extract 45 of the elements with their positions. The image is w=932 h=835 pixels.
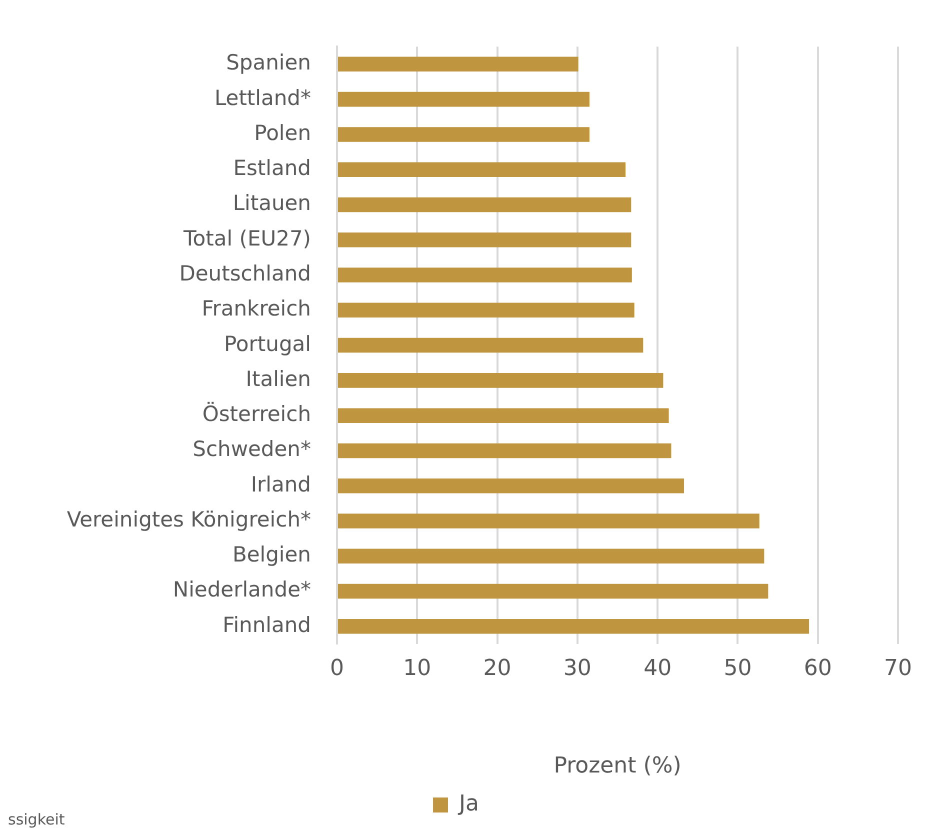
y-tick-label: Irland (250, 472, 311, 496)
y-tick-label: Niederlande* (172, 578, 311, 602)
bar (338, 162, 626, 177)
x-tick-label: 40 (644, 656, 672, 681)
y-tick-label: Litauen (232, 191, 311, 216)
bar (338, 443, 672, 458)
y-tick-label: Frankreich (202, 296, 311, 321)
bar (338, 127, 590, 142)
y-tick-label: Deutschland (179, 261, 311, 286)
y-tick-label: Spanien (226, 50, 311, 75)
x-axis-title: Prozent (%) (554, 754, 682, 779)
bar (338, 56, 578, 72)
x-tick-label: 30 (563, 656, 592, 681)
y-tick-label: Vereinigtes Königreich* (66, 507, 311, 532)
x-tick-label: 10 (403, 656, 432, 681)
x-tick-label: 60 (804, 656, 832, 681)
bar (338, 478, 684, 494)
x-tick-label: 20 (483, 656, 512, 681)
bar (338, 373, 664, 388)
bar (338, 232, 632, 248)
y-tick-label: Schweden* (192, 437, 311, 462)
bar (338, 548, 764, 564)
bar (338, 302, 634, 318)
x-tick-label: 0 (330, 656, 344, 681)
bar (338, 584, 768, 599)
y-tick-label: Lettland* (214, 86, 311, 110)
y-tick-label: Portugal (224, 332, 311, 356)
x-tick-label: 50 (724, 656, 752, 681)
y-tick-label: Italien (246, 366, 311, 391)
y-tick-label: Total (EU27) (182, 226, 311, 250)
y-tick-label: Österreich (202, 401, 311, 426)
bar (338, 408, 669, 423)
y-tick-label: Finnland (222, 612, 311, 637)
bar (338, 619, 810, 634)
bar (338, 197, 632, 212)
bar (338, 338, 644, 353)
bar (338, 268, 632, 282)
bar (338, 514, 760, 528)
y-tick-label: Belgien (232, 542, 311, 567)
y-tick-label: Polen (254, 120, 311, 145)
legend-label: Ja (457, 792, 479, 817)
y-tick-label: Estland (233, 156, 311, 180)
text: ssigkeit (8, 810, 65, 828)
bar (338, 92, 590, 107)
x-tick-label: 70 (884, 656, 912, 681)
